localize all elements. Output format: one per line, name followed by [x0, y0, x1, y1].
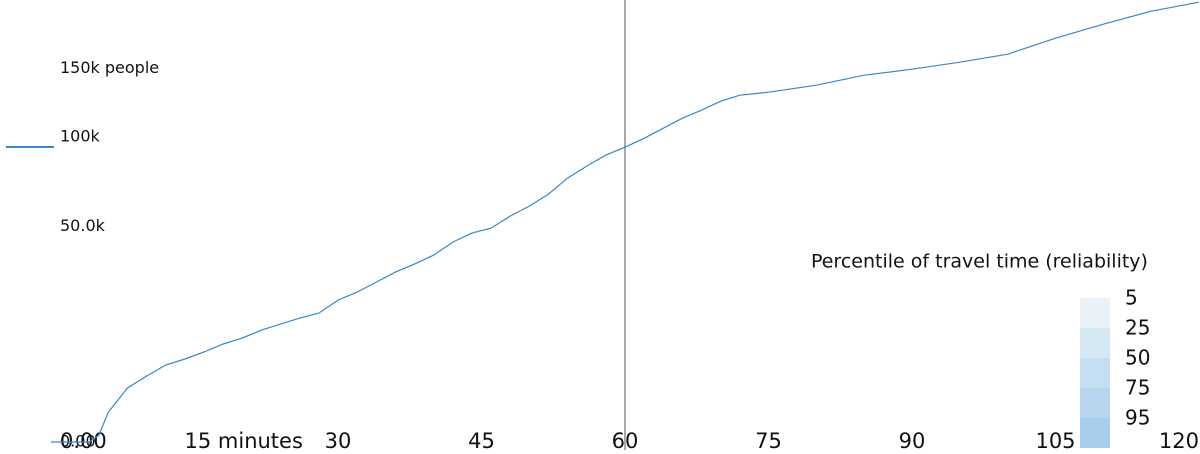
percentile-swatch [1080, 418, 1110, 448]
x-tick-label: 90 [899, 429, 926, 450]
x-tick-label: 0.00 [60, 429, 107, 450]
percentile-label: 5 [1125, 286, 1138, 310]
x-tick-label: 105 [1035, 429, 1075, 450]
percentile-swatch [1080, 358, 1110, 388]
percentile-swatch [1080, 298, 1110, 328]
y-tick-label: 100k [60, 126, 101, 145]
y-tick-label: 150k people [60, 58, 159, 77]
x-tick-label: 30 [325, 429, 352, 450]
legend-title: Percentile of travel time (reliability) [811, 251, 1148, 273]
x-tick-label: 75 [755, 429, 782, 450]
x-tick-label: 45 [468, 429, 495, 450]
y-tick-label: 50.0k [60, 216, 106, 235]
percentile-label: 50 [1125, 346, 1150, 370]
percentile-label: 75 [1125, 376, 1150, 400]
percentile-swatch [1080, 328, 1110, 358]
x-tick-label: 120 [1159, 429, 1199, 450]
series-line [51, 1, 1200, 443]
y-tick-label: 0.00 [60, 432, 96, 451]
x-tick-label: 15 minutes [185, 429, 303, 450]
percentile-swatch [1080, 388, 1110, 418]
percentile-label: 95 [1125, 406, 1150, 430]
percentile-label: 25 [1125, 316, 1150, 340]
